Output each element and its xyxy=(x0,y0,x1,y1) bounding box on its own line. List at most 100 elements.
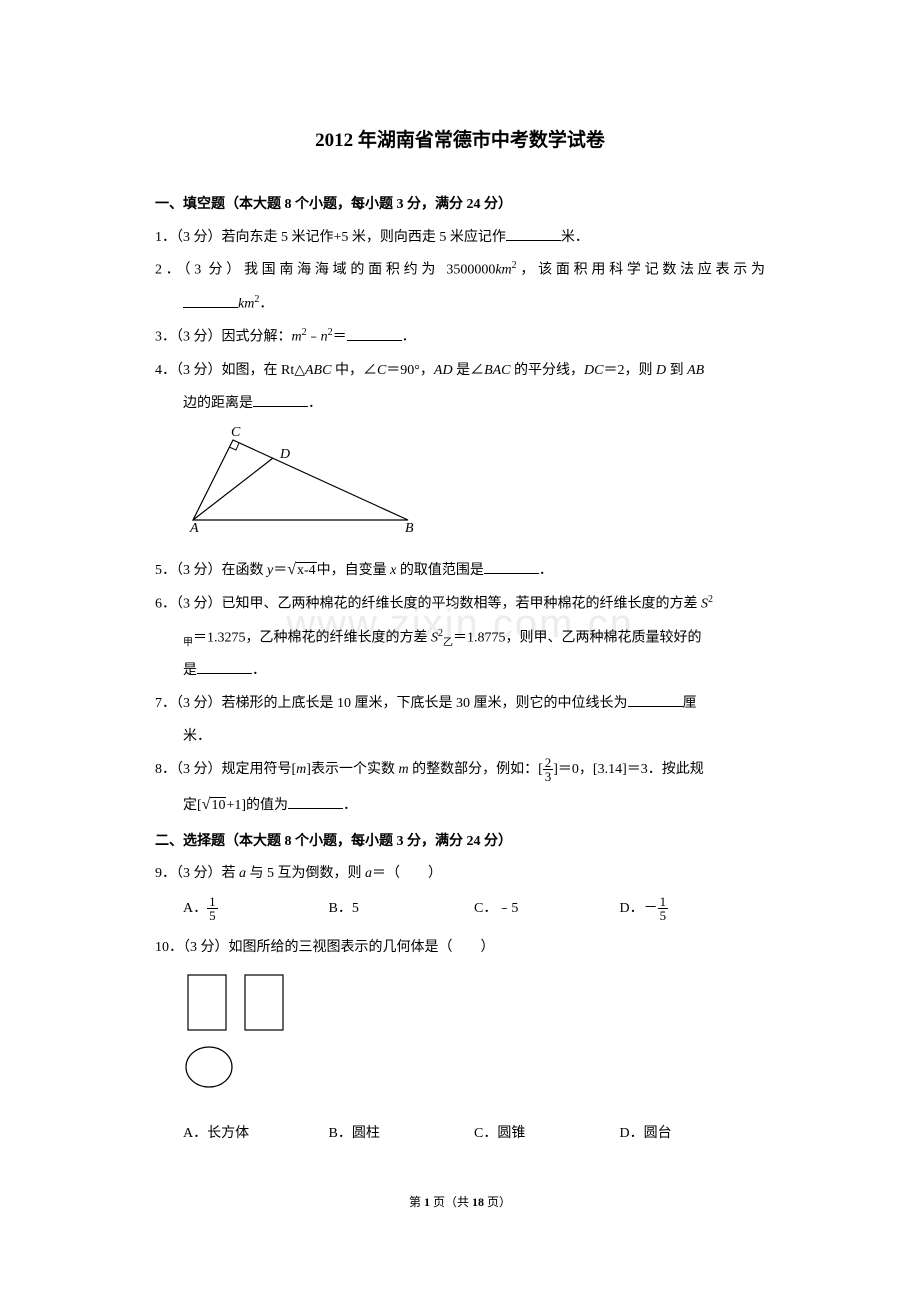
q4-a: 4．（3 分）如图，在 Rt△ xyxy=(155,363,305,378)
q8-indent-a: 定[ xyxy=(183,798,202,813)
fraction: 15 xyxy=(207,895,218,922)
choice-c: C．﹣5 xyxy=(474,894,620,925)
q4-end: ． xyxy=(308,396,322,411)
q6-a: 6．（3 分）已知甲、乙两种棉花的纤维长度的平均数相等，若甲种棉花的纤维长度的方… xyxy=(155,597,701,612)
choice-a: A．15 xyxy=(183,894,329,925)
choice-a: A．长方体 xyxy=(183,1119,329,1150)
var-n: n xyxy=(321,330,328,345)
var-m: m xyxy=(296,762,306,777)
q3-end: ． xyxy=(402,330,416,345)
page-content: 2012 年湖南省常德市中考数学试卷 一、填空题（本大题 8 个小题，每小题 3… xyxy=(155,120,765,1216)
svg-text:D: D xyxy=(279,447,290,462)
blank xyxy=(484,560,539,574)
blank xyxy=(183,294,238,308)
three-views-figure xyxy=(183,970,765,1113)
q4-c2: ＝90°， xyxy=(386,363,434,378)
q8-c: 的整数部分，例如：[ xyxy=(409,762,543,777)
abc: ABC xyxy=(305,363,331,378)
q4-d: 是∠ xyxy=(453,363,485,378)
q8-a: 8．（3 分）规定用符号[ xyxy=(155,762,296,777)
question-6: 6．（3 分）已知甲、乙两种棉花的纤维长度的平均数相等，若甲种棉花的纤维长度的方… xyxy=(155,589,765,620)
triangle-figure: A B C D xyxy=(183,425,765,548)
blank xyxy=(197,660,252,674)
exam-title: 2012 年湖南省常德市中考数学试卷 xyxy=(155,120,765,162)
q5-end: ． xyxy=(539,563,553,578)
q8-b: ]表示一个实数 xyxy=(306,762,398,777)
svg-text:C: C xyxy=(231,425,241,440)
q8-end: ． xyxy=(343,798,357,813)
q5-d: 的取值范围是 xyxy=(396,563,484,578)
fraction: 23 xyxy=(543,756,554,783)
q5-c: 中，自变量 xyxy=(317,563,391,578)
q10-choices: A．长方体 B．圆柱 C．圆锥 D．圆台 xyxy=(155,1119,765,1150)
question-8: 8．（3 分）规定用符号[m]表示一个实数 m 的整数部分，例如：[23]＝0，… xyxy=(155,755,765,786)
var-m: m xyxy=(398,762,408,777)
question-4-cont: 边的距离是 ． xyxy=(155,389,765,420)
q4-f: ＝2，则 xyxy=(603,363,656,378)
q9-a: 9．（3 分）若 xyxy=(155,866,239,881)
var-a: a xyxy=(239,866,246,881)
var-ad: AD xyxy=(434,363,453,378)
blank xyxy=(506,227,561,241)
q6-indent-c: 是 xyxy=(183,663,197,678)
q2-text-a: 2．（3 分）我国南海海域的面积约为 3500000 xyxy=(155,263,495,278)
var-s: S xyxy=(431,630,438,645)
sup-2: 2 xyxy=(302,327,307,338)
question-10: 10．（3 分）如图所给的三视图表示的几何体是（ ） xyxy=(155,933,765,964)
var-ab: AB xyxy=(687,363,704,378)
q9-b: 与 5 互为倒数，则 xyxy=(246,866,365,881)
question-4: 4．（3 分）如图，在 Rt△ABC 中，∠C＝90°，AD 是∠BAC 的平分… xyxy=(155,356,765,387)
svg-text:A: A xyxy=(189,521,199,535)
fraction: 15 xyxy=(658,895,669,922)
sub-yi: 乙 xyxy=(443,637,453,648)
choice-d: D．－15 xyxy=(620,894,766,925)
q4-b: 中，∠ xyxy=(331,363,377,378)
q5-a: 5．（3 分）在函数 xyxy=(155,563,267,578)
q1-text: 1．（3 分）若向东走 5 米记作+5 米，则向西走 5 米应记作 xyxy=(155,230,506,245)
question-9: 9．（3 分）若 a 与 5 互为倒数，则 a＝（ ） xyxy=(155,859,765,890)
q6-end: ． xyxy=(252,663,266,678)
q9-c: ＝（ ） xyxy=(372,866,442,881)
var-bac: BAC xyxy=(484,363,510,378)
question-3: 3．（3 分）因式分解：m2﹣n2＝． xyxy=(155,322,765,353)
q4-g: 到 xyxy=(666,363,687,378)
question-2: 2．（3 分）我国南海海域的面积约为 3500000km2，该面积用科学记数法应… xyxy=(155,255,765,286)
svg-text:B: B xyxy=(405,521,414,535)
q4-indent: 边的距离是 xyxy=(183,396,253,411)
question-8-cont: 定[√10+1]的值为． xyxy=(155,787,765,822)
blank xyxy=(628,693,683,707)
question-7-cont: 米． xyxy=(155,722,765,753)
var-a: a xyxy=(365,866,372,881)
question-6-cont2: 是． xyxy=(155,656,765,687)
q1-unit: 米． xyxy=(561,230,589,245)
var-dc: DC xyxy=(584,363,603,378)
choice-d: D．圆台 xyxy=(620,1119,766,1150)
section-1-header: 一、填空题（本大题 8 个小题，每小题 3 分，满分 24 分） xyxy=(155,190,765,221)
q8-indent-b: +1]的值为 xyxy=(226,798,288,813)
q7-indent: 米． xyxy=(183,729,211,744)
question-5: 5．（3 分）在函数 y＝√x-4中，自变量 x 的取值范围是． xyxy=(155,552,765,587)
blank xyxy=(288,795,343,809)
question-2-cont: km2． xyxy=(155,289,765,320)
choice-b: B．5 xyxy=(329,894,475,925)
q9-choices: A．15 B．5 C．﹣5 D．－15 xyxy=(155,894,765,925)
choice-c: C．圆锥 xyxy=(474,1119,620,1150)
var-m: m xyxy=(292,330,302,345)
q7-a: 7．（3 分）若梯形的上底长是 10 厘米，下底长是 30 厘米，则它的中位线长… xyxy=(155,696,628,711)
sub-jia: 甲 xyxy=(183,637,193,648)
km-unit: km xyxy=(495,263,511,278)
var-c: C xyxy=(377,363,386,378)
km-unit: km xyxy=(238,297,254,312)
choice-b: B．圆柱 xyxy=(329,1119,475,1150)
blank xyxy=(347,327,402,341)
q2-text-b: ，该面积用科学记数法应表示为 xyxy=(517,263,765,278)
q7-b: 厘 xyxy=(683,696,697,711)
q6-indent-b: ＝1.8775，则甲、乙两种棉花质量较好的 xyxy=(453,630,702,645)
blank xyxy=(253,393,308,407)
question-6-cont1: 甲＝1.3275，乙种棉花的纤维长度的方差 S2乙＝1.8775，则甲、乙两种棉… xyxy=(155,623,765,654)
q3-text: 3．（3 分）因式分解： xyxy=(155,330,292,345)
q6-indent-a: ＝1.3275，乙种棉花的纤维长度的方差 xyxy=(193,630,431,645)
var-s: S xyxy=(701,597,708,612)
var-d: D xyxy=(656,363,666,378)
q8-d: ]＝0，[3.14]＝3．按此规 xyxy=(553,762,704,777)
